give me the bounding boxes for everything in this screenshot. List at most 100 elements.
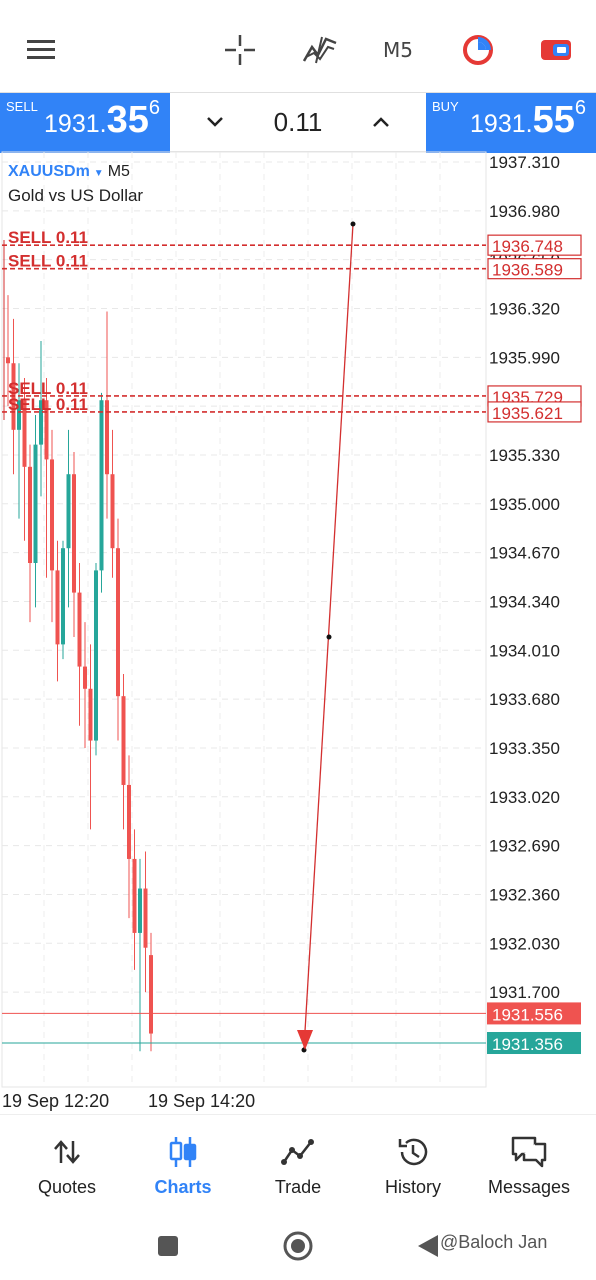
symbol-description: Gold vs US Dollar bbox=[8, 186, 144, 205]
candle-body bbox=[17, 400, 21, 430]
candle-body bbox=[127, 784, 131, 859]
order-label: SELL 0.11 bbox=[8, 252, 88, 271]
hamburger-menu-icon bbox=[27, 40, 55, 59]
quotes-arrows-icon bbox=[54, 1140, 80, 1164]
y-axis-tick-label: 1934.670 bbox=[489, 544, 560, 563]
candle-body bbox=[22, 400, 27, 467]
ask-price-label: 1931.556 bbox=[492, 1005, 563, 1024]
back-triangle-icon bbox=[418, 1235, 438, 1257]
chevron-down-icon bbox=[207, 117, 223, 127]
order-price-label: 1936.748 bbox=[492, 237, 563, 256]
y-axis-tick-label: 1934.010 bbox=[489, 641, 560, 660]
nav-history[interactable]: History bbox=[358, 1133, 468, 1205]
indicators-button[interactable] bbox=[298, 28, 342, 72]
candle-body bbox=[72, 474, 76, 593]
symbol-dropdown-icon[interactable]: ▼ bbox=[93, 168, 104, 179]
chart-canvas: 1937.3101936.9801936.6501936.3201935.990… bbox=[1, 151, 582, 1088]
symbol-name[interactable]: XAUUSDm bbox=[8, 163, 90, 180]
buy-button[interactable]: BUY 1931.556 bbox=[426, 93, 596, 153]
candle-body bbox=[83, 666, 87, 689]
order-price-label: 1936.589 bbox=[492, 261, 563, 280]
candle-body bbox=[39, 400, 43, 445]
nav-quotes[interactable]: Quotes bbox=[12, 1133, 122, 1205]
back-button[interactable] bbox=[412, 1230, 444, 1262]
chart-symbol: XAUUSDm ▼ M5 bbox=[8, 163, 130, 181]
order-label: SELL 0.11 bbox=[8, 228, 88, 247]
candle-body bbox=[61, 548, 65, 645]
new-order-icon bbox=[541, 40, 571, 60]
candle-body bbox=[66, 474, 71, 549]
candle-body bbox=[77, 592, 82, 667]
sell-button[interactable]: SELL 1931.356 bbox=[0, 93, 170, 153]
candle-body bbox=[88, 688, 93, 741]
indicators-icon bbox=[302, 36, 337, 64]
order-label: SELL 0.11 bbox=[8, 379, 88, 398]
y-axis-tick-label: 1935.000 bbox=[489, 495, 560, 514]
arrow-anchor-point bbox=[350, 221, 356, 227]
history-clock-icon bbox=[398, 1138, 428, 1166]
recents-square-icon bbox=[158, 1236, 178, 1256]
arrow-end-point bbox=[301, 1047, 307, 1053]
home-button[interactable] bbox=[282, 1230, 314, 1262]
nav-charts-label: Charts bbox=[154, 1177, 212, 1197]
messages-chat-icon bbox=[511, 1136, 547, 1168]
nav-messages-label: Messages bbox=[487, 1177, 571, 1197]
y-axis-tick-label: 1937.310 bbox=[489, 153, 560, 172]
volume-input[interactable]: 0.11 bbox=[273, 107, 323, 137]
sell-price: 1931.356 bbox=[44, 97, 160, 141]
plot-area bbox=[1, 151, 487, 1088]
one-click-trade-bar: SELL 1931.356 0.11 BUY 1931.556 bbox=[0, 92, 596, 153]
y-axis-tick-label: 1933.020 bbox=[489, 788, 560, 807]
recents-button[interactable] bbox=[152, 1230, 184, 1262]
candle-body bbox=[116, 548, 120, 697]
candle-body bbox=[138, 888, 142, 933]
y-axis-tick-label: 1932.360 bbox=[489, 885, 560, 904]
y-axis-tick-label: 1932.690 bbox=[489, 837, 560, 856]
bid-price-box bbox=[487, 1032, 581, 1055]
arrow-mid-point bbox=[326, 634, 332, 640]
candle-body bbox=[105, 400, 109, 475]
x-axis-label-2: 19 Sep 14:20 bbox=[148, 1091, 256, 1111]
nav-trade-label: Trade bbox=[274, 1177, 322, 1197]
y-axis-tick-label: 1936.980 bbox=[489, 202, 560, 221]
chevron-up-icon bbox=[373, 117, 389, 127]
volume-decrease-button[interactable] bbox=[198, 105, 232, 139]
timer-icon bbox=[463, 35, 493, 65]
volume-increase-button[interactable] bbox=[364, 105, 398, 139]
candle-body bbox=[6, 357, 10, 364]
y-axis-tick-label: 1933.680 bbox=[489, 690, 560, 709]
candle-body bbox=[33, 444, 38, 563]
order-label: SELL 0.11 bbox=[8, 395, 88, 414]
candle-body bbox=[110, 474, 115, 549]
chart-timeframe: M5 bbox=[107, 163, 130, 180]
trade-trend-icon bbox=[281, 1139, 314, 1165]
nav-messages[interactable]: Messages bbox=[474, 1133, 584, 1205]
x-axis-label-1: 19 Sep 12:20 bbox=[2, 1091, 110, 1111]
crosshair-button[interactable] bbox=[220, 28, 260, 72]
candle-body bbox=[99, 400, 104, 571]
candle-body bbox=[50, 459, 54, 571]
system-navigation-bar bbox=[0, 1210, 596, 1280]
buy-price: 1931.556 bbox=[470, 97, 586, 141]
candle-body bbox=[94, 570, 98, 741]
watermark-text: @Baloch Jan bbox=[440, 1232, 548, 1252]
ask-price-box bbox=[487, 1002, 581, 1025]
candle-body bbox=[44, 400, 49, 460]
menu-button[interactable] bbox=[22, 28, 62, 72]
nav-charts[interactable]: Charts bbox=[128, 1133, 238, 1205]
order-price-box bbox=[487, 234, 582, 256]
timeframe-button[interactable]: M5 bbox=[383, 38, 413, 62]
candle-body bbox=[149, 955, 153, 1034]
nav-history-label: History bbox=[384, 1177, 441, 1197]
bottom-navigation: Quotes Charts Trade bbox=[0, 1114, 596, 1210]
candle-body bbox=[55, 570, 60, 645]
nav-quotes-label: Quotes bbox=[37, 1177, 97, 1197]
nav-trade[interactable]: Trade bbox=[243, 1133, 353, 1205]
timer-button[interactable] bbox=[458, 28, 498, 72]
candle-body bbox=[132, 858, 137, 933]
new-order-button[interactable] bbox=[536, 28, 576, 72]
order-price-box bbox=[487, 401, 582, 423]
top-toolbar: M5 bbox=[0, 0, 596, 92]
order-price-box bbox=[487, 258, 582, 280]
y-axis-tick-label: 1935.330 bbox=[489, 446, 560, 465]
